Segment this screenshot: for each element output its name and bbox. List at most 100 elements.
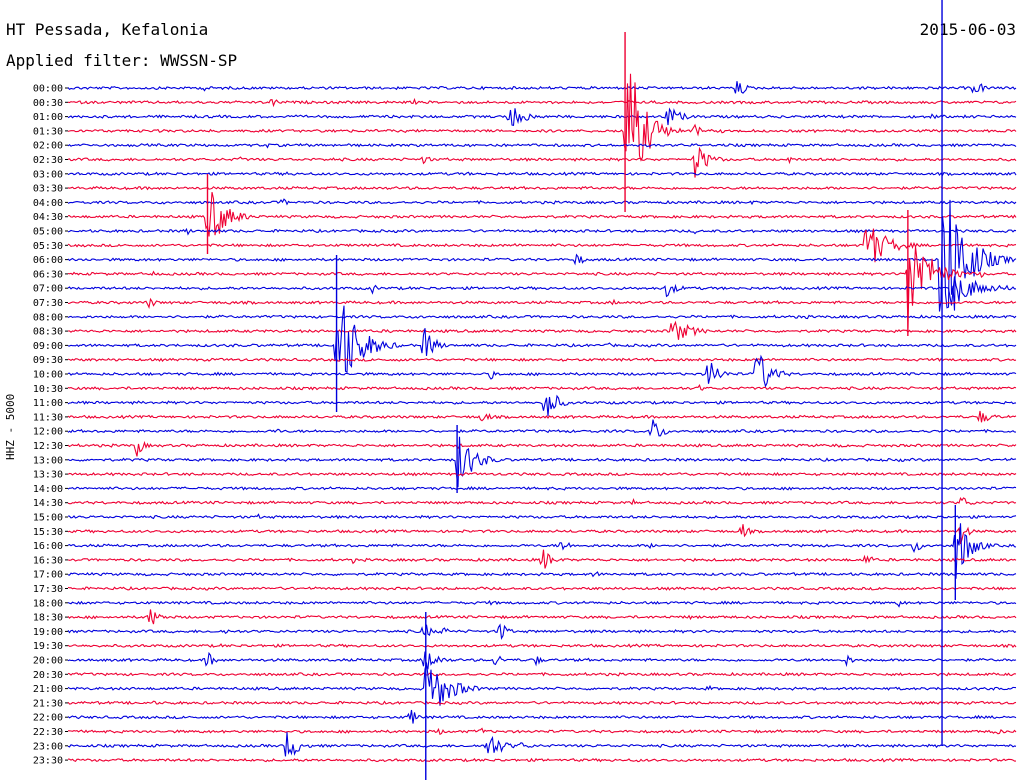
time-tick-label: 22:00 — [33, 713, 63, 724]
time-tick-label: 03:00 — [33, 169, 63, 180]
time-tick-label: 19:30 — [33, 641, 63, 652]
time-tick-label: 01:00 — [33, 112, 63, 123]
time-tick-label: 20:00 — [33, 656, 63, 667]
seismic-trace — [67, 410, 1017, 423]
seismic-trace — [67, 246, 1017, 329]
time-tick-label: 01:30 — [33, 126, 63, 137]
time-tick-label: 00:00 — [33, 84, 63, 95]
seismic-trace — [67, 600, 1017, 608]
seismic-trace — [67, 199, 1017, 312]
seismic-trace — [67, 198, 1017, 206]
seismic-trace — [67, 354, 1017, 388]
time-tick-label: 19:00 — [33, 627, 63, 638]
seismic-trace — [67, 732, 1017, 757]
time-tick-label: 10:00 — [33, 370, 63, 381]
time-tick-label: 08:00 — [33, 312, 63, 323]
seismic-trace — [67, 549, 1017, 569]
time-tick-label: 21:30 — [33, 698, 63, 709]
seismic-trace — [67, 700, 1017, 706]
time-tick-label: 21:00 — [33, 684, 63, 695]
seismic-trace — [67, 643, 1017, 649]
seismic-trace — [67, 228, 1017, 263]
seismic-trace — [67, 709, 1017, 724]
time-tick-label: 11:00 — [33, 398, 63, 409]
time-tick-label: 22:30 — [33, 727, 63, 738]
time-tick-label: 17:00 — [33, 570, 63, 581]
time-tick-label: 12:30 — [33, 441, 63, 452]
time-tick-label: 09:30 — [33, 355, 63, 366]
seismic-trace — [67, 383, 1017, 391]
seismic-trace — [67, 320, 1017, 340]
time-tick-label: 06:00 — [33, 255, 63, 266]
time-tick-label: 17:30 — [33, 584, 63, 595]
time-tick-label: 18:30 — [33, 613, 63, 624]
seismic-trace — [67, 671, 1017, 677]
seismic-trace — [67, 314, 1017, 320]
time-tick-label: 07:00 — [33, 284, 63, 295]
seismic-trace — [67, 571, 1017, 578]
seismic-trace — [67, 524, 1017, 545]
time-tick-label: 23:00 — [33, 741, 63, 752]
seismic-trace — [67, 485, 1017, 491]
seismic-trace — [67, 146, 1017, 178]
seismic-trace — [67, 757, 1016, 763]
time-tick-label: 23:30 — [33, 756, 63, 767]
time-tick-label: 02:30 — [33, 155, 63, 166]
seismic-trace — [67, 471, 1017, 477]
time-tick-label: 16:30 — [33, 555, 63, 566]
seismic-trace — [67, 496, 1017, 506]
seismic-trace — [67, 586, 1017, 591]
seismic-trace — [67, 276, 1017, 306]
time-tick-label: 04:00 — [33, 198, 63, 209]
seismic-trace — [67, 394, 1017, 417]
time-tick-label: 05:00 — [33, 227, 63, 238]
time-tick-label: 07:30 — [33, 298, 63, 309]
time-tick-label: 15:00 — [33, 513, 63, 524]
time-tick-label: 14:30 — [33, 498, 63, 509]
seismic-trace — [67, 419, 1017, 437]
seismic-trace — [68, 191, 1017, 237]
seismic-trace — [67, 436, 1017, 488]
seismic-trace — [67, 171, 1017, 177]
seismic-trace — [67, 651, 1017, 670]
seismic-trace — [67, 107, 1017, 127]
seismic-trace — [67, 142, 1017, 149]
time-tick-label: 06:30 — [33, 269, 63, 280]
time-tick-label: 10:30 — [33, 384, 63, 395]
time-tick-label: 05:30 — [33, 241, 63, 252]
seismic-trace — [67, 662, 1017, 706]
time-tick-label: 02:00 — [33, 141, 63, 152]
time-tick-label: 03:30 — [33, 184, 63, 195]
seismic-trace — [67, 513, 1017, 520]
seismic-trace — [67, 523, 1017, 579]
spike-group — [206, 0, 957, 780]
seismic-trace — [67, 227, 1017, 236]
trace-group: 00:00 00:30 01:00 01:30 02:00 02:30 03:00 03:30… — [33, 73, 1017, 767]
time-tick-label: 16:00 — [33, 541, 63, 552]
time-tick-label: 08:30 — [33, 327, 63, 338]
seismic-trace — [67, 297, 1017, 309]
seismic-trace — [67, 81, 1017, 94]
time-tick-label: 09:00 — [33, 341, 63, 352]
seismic-trace — [67, 185, 1017, 191]
time-tick-label: 18:00 — [33, 598, 63, 609]
time-tick-label: 15:30 — [33, 527, 63, 538]
date-label: 2015-06-03 — [919, 20, 1016, 39]
seismic-trace — [67, 440, 1017, 457]
time-tick-label: 04:30 — [33, 212, 63, 223]
time-tick-label: 13:00 — [33, 455, 63, 466]
seismic-trace — [67, 97, 1017, 108]
time-tick-label: 00:30 — [33, 98, 63, 109]
seismic-trace — [68, 727, 1017, 736]
seismic-trace — [67, 357, 1017, 362]
seismic-trace — [67, 609, 1017, 625]
seismic-trace — [67, 623, 1017, 641]
filter-label: Applied filter: WWSSN-SP — [6, 51, 238, 70]
time-tick-label: 13:30 — [33, 470, 63, 481]
time-tick-label: 14:00 — [33, 484, 63, 495]
time-tick-label: 12:00 — [33, 427, 63, 438]
time-tick-label: 20:30 — [33, 670, 63, 681]
station-title: HT Pessada, Kefalonia — [6, 20, 209, 39]
seismic-trace — [67, 73, 1017, 162]
